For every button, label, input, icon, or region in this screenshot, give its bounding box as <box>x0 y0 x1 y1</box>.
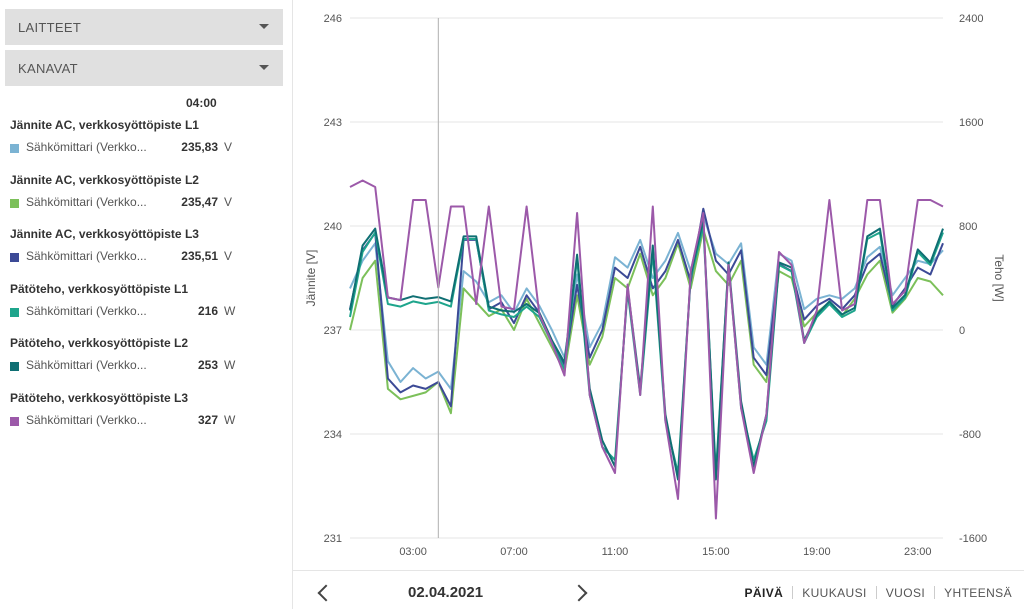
date-navigation-bar: 02.04.2021 PÄIVÄ KUUKAUSI VUOSI YHTEENSÄ <box>293 570 1024 609</box>
date-label[interactable]: 02.04.2021 <box>408 584 484 601</box>
color-swatch <box>10 144 19 153</box>
y2-tick-label: -1600 <box>959 533 987 545</box>
channels-dropdown-label: KANAVAT <box>18 60 78 76</box>
period-separator <box>875 586 877 599</box>
period-tab[interactable]: KUUKAUSI <box>802 586 867 600</box>
color-swatch <box>10 362 19 371</box>
y-tick-label: 234 <box>324 429 342 441</box>
color-swatch <box>10 416 19 426</box>
channel-row[interactable]: Sähkömittari (Verkko... 216 W <box>10 304 270 320</box>
devices-dropdown[interactable]: LAITTEET <box>5 9 283 45</box>
channel-device: Sähkömittari (Verkko... <box>26 140 147 154</box>
channel-device: Sähkömittari (Verkko... <box>26 249 147 263</box>
y2-tick-label: 800 <box>959 221 977 233</box>
x-tick-label: 07:00 <box>500 546 528 558</box>
color-swatch <box>10 198 19 208</box>
channel-value: 216 <box>197 303 218 318</box>
x-tick-label: 03:00 <box>399 546 427 558</box>
channel-value: 327 <box>197 412 218 427</box>
chevron-left-icon[interactable] <box>317 584 335 602</box>
channel-value: 235,51 <box>181 249 218 263</box>
series-line <box>349 225 944 474</box>
y2-tick-label: 0 <box>959 325 965 337</box>
channel-row[interactable]: Sähkömittari (Verkko... 235,47 V <box>10 195 270 211</box>
channel-title: Jännite AC, verkkosyöttöpiste L2 <box>10 172 199 187</box>
chevron-down-icon <box>259 24 269 29</box>
channel-unit: W <box>224 303 236 318</box>
channel-unit: V <box>224 249 233 263</box>
y-tick-label: 246 <box>324 13 342 25</box>
x-tick-label: 19:00 <box>803 546 831 558</box>
y-tick-label: 243 <box>324 117 342 129</box>
series-line <box>349 218 944 481</box>
color-swatch <box>10 307 19 317</box>
period-selector: PÄIVÄ KUUKAUSI VUOSI YHTEENSÄ <box>745 586 1012 600</box>
channel-row[interactable]: Sähkömittari (Verkko... 253 W <box>10 358 270 374</box>
channel-value: 253 <box>197 358 218 372</box>
channel-device: Sähkömittari (Verkko... <box>26 194 147 209</box>
period-separator <box>792 586 794 599</box>
x-tick-label: 15:00 <box>702 546 730 558</box>
channel-row[interactable]: Sähkömittari (Verkko... 235,83 V <box>10 140 270 156</box>
y2-axis-label: Teho [W] <box>992 254 1006 301</box>
channel-unit: V <box>224 194 233 209</box>
channel-value: 235,83 <box>181 140 218 154</box>
y2-tick-label: 1600 <box>959 117 983 129</box>
channel-title: Pätöteho, verkkosyöttöpiste L2 <box>10 336 189 350</box>
channel-device: Sähkömittari (Verkko... <box>26 303 147 318</box>
period-tab[interactable]: YHTEENSÄ <box>944 586 1012 600</box>
chart-area[interactable]: 231 -1600 234 -800 237 0 240 800 243 1600 246 2400 0… <box>293 0 1024 570</box>
series-line <box>349 179 944 520</box>
channel-value: 235,47 <box>181 194 218 209</box>
y-tick-label: 237 <box>324 325 342 337</box>
series-line <box>349 207 944 408</box>
channel-title: Pätöteho, verkkosyöttöpiste L3 <box>10 390 189 405</box>
period-tab[interactable]: PÄIVÄ <box>744 586 784 600</box>
channels-dropdown[interactable]: KANAVAT <box>5 50 283 86</box>
y2-tick-label: -800 <box>959 429 981 441</box>
channel-device: Sähkömittari (Verkko... <box>26 412 147 427</box>
x-tick-label: 23:00 <box>904 546 932 558</box>
line-chart[interactable]: 231 -1600 234 -800 237 0 240 800 243 1600 246 2400 0… <box>293 0 1024 570</box>
channel-device: Sähkömittari (Verkko... <box>26 358 147 372</box>
chevron-down-icon <box>259 65 269 70</box>
y-tick-label: 231 <box>324 533 342 545</box>
y2-tick-label: 2400 <box>959 13 983 25</box>
divider <box>292 0 293 609</box>
channel-title: Jännite AC, verkkosyöttöpiste L1 <box>10 118 199 132</box>
channel-title: Jännite AC, verkkosyöttöpiste L3 <box>10 227 199 241</box>
sidebar: LAITTEET KANAVAT 04:00 Jännite AC, verkk… <box>0 0 292 609</box>
channel-title: Pätöteho, verkkosyöttöpiste L1 <box>10 281 189 296</box>
x-tick-label: 11:00 <box>602 546 629 558</box>
channel-row[interactable]: Sähkömittari (Verkko... 327 W <box>10 413 270 429</box>
period-separator <box>934 586 936 599</box>
color-swatch <box>10 253 19 262</box>
chevron-right-icon[interactable] <box>570 584 588 602</box>
y-tick-label: 240 <box>324 221 342 233</box>
channel-unit: W <box>224 412 236 427</box>
series-line <box>349 214 944 390</box>
channel-unit: V <box>224 140 233 154</box>
channel-unit: W <box>224 358 236 372</box>
channel-row[interactable]: Sähkömittari (Verkko... 235,51 V <box>10 249 270 265</box>
period-tab[interactable]: VUOSI <box>885 586 926 600</box>
y-axis-label: Jännite [V] <box>304 250 318 307</box>
cursor-time-label: 04:00 <box>186 96 217 110</box>
devices-dropdown-label: LAITTEET <box>18 19 82 35</box>
